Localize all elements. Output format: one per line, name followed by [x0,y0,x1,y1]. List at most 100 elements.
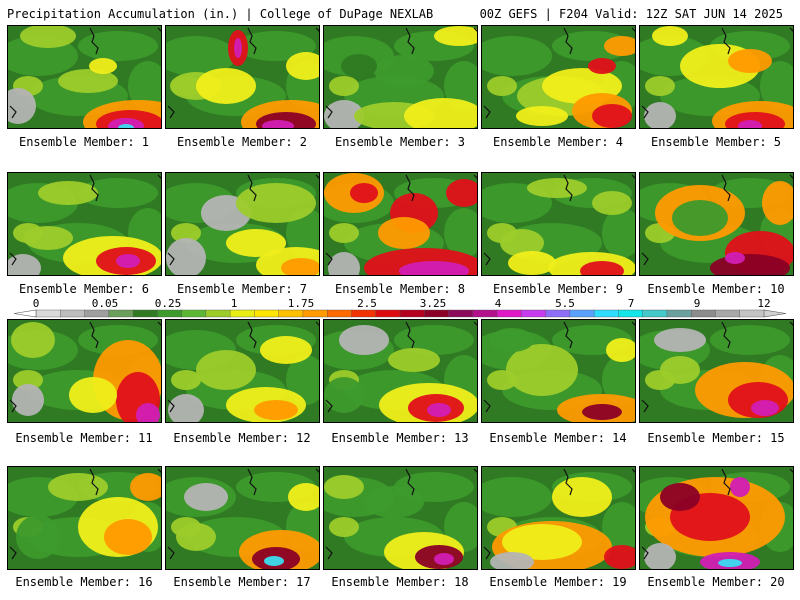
precip-contour [168,394,204,422]
color-scale-tick-label: 4 [494,297,502,310]
ensemble-member-label: Ensemble Member: 6 [18,282,150,296]
precip-contour [588,58,616,74]
color-scale-swatch [108,309,134,318]
precip-contour [725,252,745,264]
ensemble-member-label: Ensemble Member: 5 [650,135,782,149]
precipitation-map-4 [482,26,635,128]
precip-contour [166,238,206,275]
precip-contour [760,61,793,111]
precipitation-map-12 [166,320,319,422]
color-scale-tick-label: 1 [230,297,238,310]
ensemble-map-13 [323,319,478,423]
precip-contour [762,181,793,225]
ensemble-map-7 [165,172,320,276]
precip-contour [738,120,762,128]
coastline [167,174,319,266]
precip-contour [184,483,228,511]
color-scale-swatch [691,309,716,318]
precip-contour [364,486,424,518]
precip-contour [728,49,772,73]
ensemble-member-label: Ensemble Member: 10 [647,282,785,296]
precip-contour [710,325,790,355]
model-run-info: 00Z GEFS | F204 Valid: 12Z SAT JUN 14 20… [479,7,783,21]
coastline [9,321,161,413]
ensemble-member-label: Ensemble Member: 19 [489,575,627,589]
precip-contour [394,325,474,355]
coastline [641,27,793,119]
precipitation-map-5 [640,26,793,128]
ensemble-map-12 [165,319,320,423]
coastline [167,321,319,413]
precip-contour [324,475,364,499]
coastline [641,321,793,413]
precip-contour [48,473,108,501]
precip-contour [652,26,688,46]
color-scale-swatch [35,309,61,318]
precip-contour [490,552,534,569]
precip-contour [604,36,635,56]
color-scale-swatch [278,309,304,318]
color-scale-tick-label: 12 [757,297,771,310]
precip-contour [130,473,161,501]
precip-contour [490,328,534,352]
precip-contour [166,36,236,76]
precip-contour [602,355,635,405]
ensemble-member-label: Ensemble Member: 16 [15,575,153,589]
precip-contour [324,377,364,413]
precip-contour [78,31,158,61]
coastline [167,27,319,119]
precip-contour [500,229,544,257]
ensemble-member-label: Ensemble Member: 8 [334,282,466,296]
coastline [167,468,319,560]
ensemble-map-6 [7,172,162,276]
precip-contour [516,106,568,126]
color-scale-swatch [666,309,692,318]
color-scale-swatch [521,309,547,318]
coastline [483,174,635,266]
precip-contour [487,76,517,96]
precip-contour [527,178,587,198]
color-scale-tick-label: 0 [32,297,40,310]
precip-contour [13,370,43,390]
ensemble-map-15 [639,319,794,423]
color-scale-swatch [618,309,644,318]
precip-contour [645,76,675,96]
precip-contour [446,179,477,207]
ensemble-member-label: Ensemble Member: 20 [647,575,785,589]
precip-contour [329,76,359,96]
precip-contour [427,403,451,417]
precip-contour [508,251,556,275]
ensemble-member-label: Ensemble Member: 14 [489,431,627,445]
color-scale-tick-label: 3.25 [419,297,447,310]
precip-contour [324,100,364,128]
precip-contour [718,559,742,567]
ensemble-map-18 [323,466,478,570]
color-scale-tick-label: 0.05 [91,297,119,310]
ensemble-member-label: Ensemble Member: 7 [176,282,308,296]
precip-contour [502,524,582,560]
ensemble-member-label: Ensemble Member: 17 [173,575,311,589]
precip-contour [89,58,117,74]
precip-contour [329,223,359,243]
precipitation-map-13 [324,320,477,422]
coastline [325,321,477,413]
precip-contour [602,502,635,552]
precip-contour [328,252,360,275]
color-scale-tick-label: 5.5 [555,297,575,310]
precip-contour [654,328,706,352]
precipitation-color-scale [13,309,787,318]
precipitation-map-11 [8,320,161,422]
ensemble-map-4 [481,25,636,129]
precipitation-map-3 [324,26,477,128]
page-title: Precipitation Accumulation (in.) | Colle… [7,7,434,21]
precip-contour [196,68,256,104]
precip-contour [260,336,312,364]
precipitation-map-9 [482,173,635,275]
precip-contour [78,178,158,208]
ensemble-map-9 [481,172,636,276]
precipitation-map-8 [324,173,477,275]
precip-contour [236,31,316,61]
color-scale-swatch [715,309,741,318]
precip-contour [254,400,298,420]
precip-contour [482,477,552,517]
